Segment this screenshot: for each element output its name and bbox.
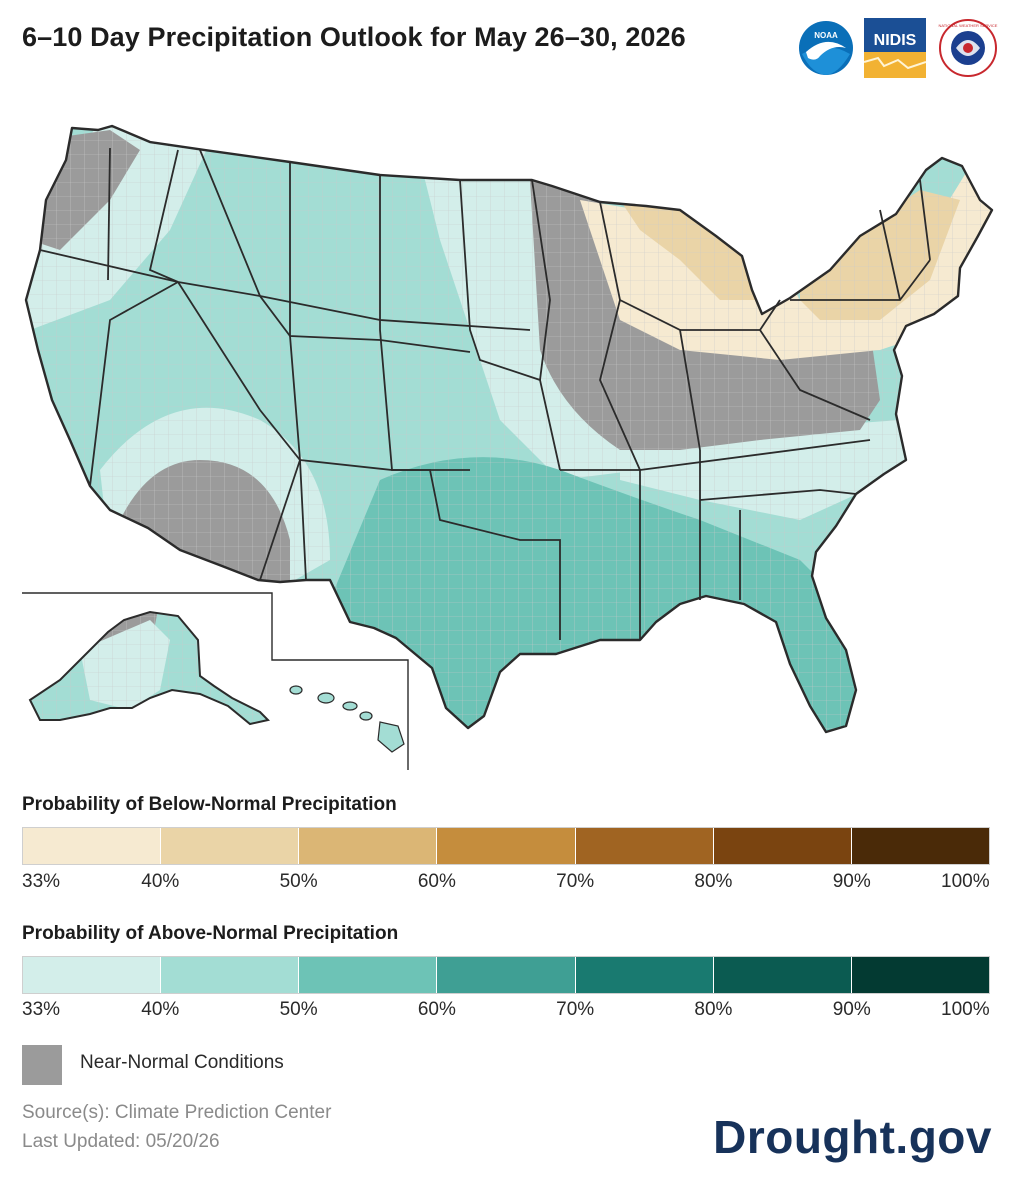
- last-updated: Last Updated: 05/20/26: [22, 1131, 220, 1152]
- below-swatch-6: [713, 828, 852, 864]
- svg-text:NOAA: NOAA: [814, 31, 838, 40]
- hawaii-inset: [289, 685, 405, 753]
- above-swatch-5: [575, 957, 714, 993]
- below-swatch-1: [23, 828, 162, 864]
- above-swatch-4: [437, 957, 576, 993]
- conus-outline: [24, 124, 994, 734]
- above-tick-label: 40%: [141, 999, 180, 1020]
- noaa-logo[interactable]: NOAA: [798, 18, 854, 78]
- below-swatch-2: [161, 828, 300, 864]
- above-tick-label: 50%: [279, 999, 318, 1020]
- map-canvas: [22, 124, 994, 770]
- below-normal-ticks: 33% 40% 50% 60% 70% 80% 90% 100%: [22, 871, 990, 895]
- svg-text:NATIONAL WEATHER SERVICE: NATIONAL WEATHER SERVICE: [939, 23, 998, 28]
- above-tick-label: 60%: [417, 999, 456, 1020]
- below-swatch-4: [437, 828, 576, 864]
- above-tick-label: 70%: [556, 999, 595, 1020]
- below-normal-colorbar: [22, 827, 990, 865]
- above-tick-label: 80%: [694, 999, 733, 1020]
- precipitation-outlook-map: [0, 100, 1014, 780]
- below-tick-label: 70%: [556, 871, 595, 892]
- below-tick-label: 50%: [279, 871, 318, 892]
- near-normal-swatch: [22, 1045, 62, 1085]
- above-legend-title: Probability of Above-Normal Precipitatio…: [22, 923, 399, 944]
- map-title: 6–10 Day Precipitation Outlook for May 2…: [22, 22, 686, 52]
- source-credit: Source(s): Climate Prediction Center: [22, 1102, 332, 1123]
- nws-logo[interactable]: NATIONAL WEATHER SERVICE: [938, 18, 998, 78]
- conus-zones: [26, 126, 992, 732]
- above-normal-colorbar: [22, 956, 990, 994]
- above-swatch-3: [299, 957, 438, 993]
- below-tick-label: 100%: [941, 871, 990, 892]
- above-swatch-7: [851, 957, 989, 993]
- below-tick-label: 90%: [832, 871, 871, 892]
- state-borders: [39, 147, 931, 640]
- below-tick-label: 80%: [694, 871, 733, 892]
- logo-group: NOAA NIDIS NATIONAL WEATHER SERVICE: [798, 18, 998, 82]
- below-swatch-5: [575, 828, 714, 864]
- drought-gov-brand[interactable]: Drought.gov: [713, 1111, 992, 1163]
- below-swatch-7: [851, 828, 989, 864]
- above-tick-label: 33%: [22, 999, 61, 1020]
- below-tick-label: 40%: [141, 871, 180, 892]
- above-swatch-2: [161, 957, 300, 993]
- below-tick-label: 33%: [22, 871, 61, 892]
- below-legend-title: Probability of Below-Normal Precipitatio…: [22, 794, 397, 815]
- above-tick-label: 90%: [832, 999, 871, 1020]
- svg-text:NIDIS: NIDIS: [874, 32, 917, 49]
- below-tick-label: 60%: [417, 871, 456, 892]
- near-normal-label: Near-Normal Conditions: [80, 1052, 284, 1073]
- above-tick-label: 100%: [941, 999, 990, 1020]
- below-swatch-3: [299, 828, 438, 864]
- above-swatch-1: [23, 957, 162, 993]
- above-swatch-6: [713, 957, 852, 993]
- nidis-logo[interactable]: NIDIS: [864, 18, 926, 78]
- above-normal-ticks: 33% 40% 50% 60% 70% 80% 90% 100%: [22, 999, 990, 1023]
